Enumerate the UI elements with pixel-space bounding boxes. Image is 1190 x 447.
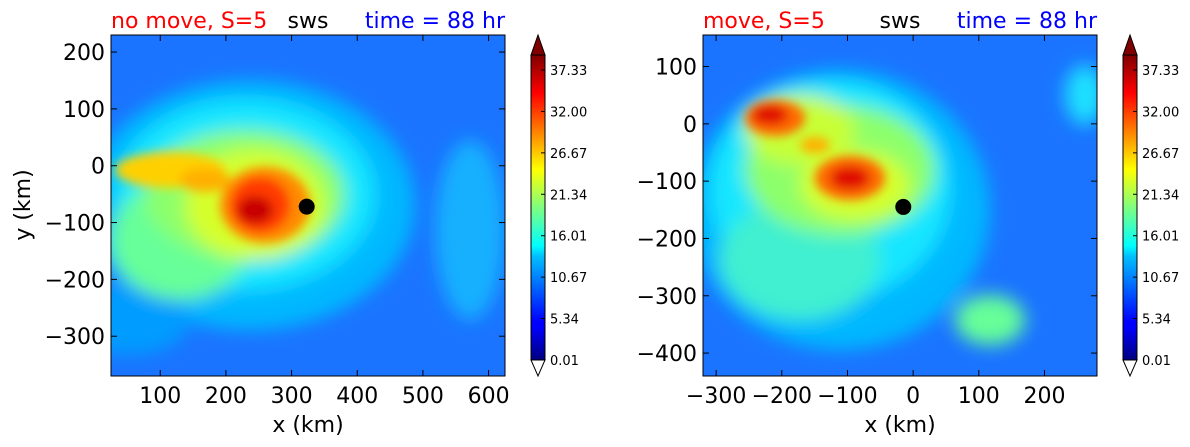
colorbar-tick-label: 5.34 [1142, 313, 1171, 328]
x-tick-label: 600 [468, 384, 510, 409]
y-tick-label: −400 [637, 342, 697, 367]
panel1-titles: no move, S=5 sws time = 88 hr [111, 9, 506, 34]
y-tick-label: 200 [63, 41, 105, 66]
y-tick-label: −300 [45, 325, 105, 350]
y-tick-label: −300 [637, 285, 697, 310]
colorbar-tick-label: 0.01 [1142, 354, 1171, 369]
y-tick-label: 0 [683, 113, 697, 138]
x-tick-label: 100 [958, 384, 1000, 409]
colorbar-tick-label: 26.67 [1142, 147, 1179, 162]
y-tick-label: −200 [637, 227, 697, 252]
panel2-center-marker [895, 198, 912, 215]
y-tick-label: 0 [91, 155, 105, 180]
x-tick-label: 200 [1023, 384, 1065, 409]
x-tick-label: 0 [906, 384, 920, 409]
panel2-title-right: time = 88 hr [957, 9, 1098, 34]
colorbar-tick-label: 37.33 [1142, 64, 1179, 79]
colorbar-tick-label: 5.34 [550, 313, 579, 328]
panel2-colorbar: 37.33 32.00 26.67 21.34 16.01 10.67 5.34 0.01 [1122, 33, 1179, 378]
x-tick-label: −300 [686, 384, 746, 409]
x-tick-label: 100 [139, 384, 181, 409]
colorbar-tick-label: 32.00 [550, 105, 587, 120]
panel-no-move: no move, S=5 sws time = 88 hr [11, 9, 587, 438]
panel2-y-axis: 100 0 −100 −200 −300 −400 [637, 56, 1097, 367]
panel1-field [111, 35, 505, 376]
panel2-title-left: move, S=5 [703, 9, 825, 34]
panel1-xlabel: x (km) [272, 413, 343, 438]
colorbar-tick-label: 21.34 [1142, 188, 1179, 203]
panel1-colorbar: 37.33 32.00 26.67 21.34 16.01 10.67 5.34 0.01 [530, 33, 587, 378]
y-tick-label: 100 [63, 98, 105, 123]
colorbar-tick-label: 16.01 [1142, 230, 1179, 245]
colorbar-tick-label: 0.01 [550, 354, 579, 369]
panel-move: move, S=5 sws time = 88 hr [637, 9, 1180, 438]
panel2-xlabel: x (km) [864, 413, 935, 438]
panel2-x-axis: −300 −200 −100 0 100 200 [686, 35, 1065, 409]
panel1-x-axis: 100 200 300 400 500 600 [139, 35, 510, 409]
panel1-y-axis: 200 100 0 −100 −200 −300 [45, 41, 505, 350]
y-tick-label: −200 [45, 268, 105, 293]
x-tick-label: 500 [402, 384, 444, 409]
colorbar-tick-label: 26.67 [550, 147, 587, 162]
x-tick-label: −200 [752, 384, 812, 409]
panel1-title-center: sws [288, 9, 329, 34]
x-tick-label: 300 [271, 384, 313, 409]
panel2-title-center: sws [880, 9, 921, 34]
colorbar-tick-label: 37.33 [550, 64, 587, 79]
y-tick-label: −100 [637, 170, 697, 195]
panel1-title-right: time = 88 hr [365, 9, 506, 34]
panel1-ylabel: y (km) [11, 169, 36, 240]
panel1-title-left: no move, S=5 [111, 9, 267, 34]
colorbar-tick-label: 10.67 [550, 271, 587, 286]
colorbar-tick-label: 32.00 [1142, 105, 1179, 120]
x-tick-label: −100 [817, 384, 877, 409]
x-tick-label: 400 [336, 384, 378, 409]
y-tick-label: 100 [655, 56, 697, 81]
panel1-frame [110, 34, 506, 377]
colorbar-tick-label: 21.34 [550, 188, 587, 203]
colorbar-tick-label: 10.67 [1142, 271, 1179, 286]
panel1-center-marker [298, 198, 315, 215]
panel2-frame [702, 34, 1098, 377]
x-tick-label: 200 [205, 384, 247, 409]
y-tick-label: −100 [45, 212, 105, 237]
panel2-titles: move, S=5 sws time = 88 hr [703, 9, 1098, 34]
colorbar-tick-label: 16.01 [550, 230, 587, 245]
